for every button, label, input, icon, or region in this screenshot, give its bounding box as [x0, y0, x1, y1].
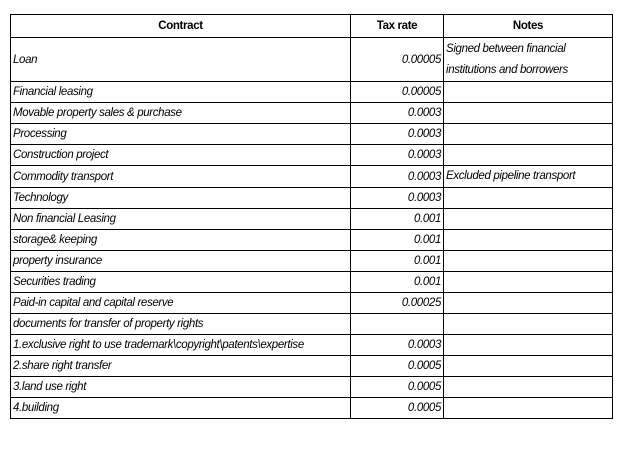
column-header: Notes — [443, 14, 613, 38]
contract-cell: Construction project — [10, 144, 351, 166]
contract-cell: Financial leasing — [10, 81, 351, 103]
tax-rate-cell: 0.0005 — [350, 355, 444, 377]
contract-cell: Securities trading — [10, 271, 351, 293]
contract-cell: Commodity transport — [10, 165, 351, 188]
table-row: Loan 0.00005 Signed between financial inst… — [10, 37, 613, 82]
column-header: Contract — [10, 14, 351, 38]
table-row: storage& keeping 0.001 — [10, 229, 613, 251]
column-header: Tax rate — [350, 14, 444, 38]
contract-cell: Movable property sales & purchase — [10, 102, 351, 124]
notes-cell — [443, 334, 613, 356]
contract-cell: Non financial Leasing — [10, 208, 351, 230]
notes-cell — [443, 250, 613, 272]
table-body: Loan 0.00005 Signed between financial inst… — [10, 37, 613, 419]
contract-cell: 2.share right transfer — [10, 355, 351, 377]
contract-cell: storage& keeping — [10, 229, 351, 251]
tax-rate-cell: 0.001 — [350, 229, 444, 251]
contract-cell: Loan — [10, 37, 351, 82]
notes-cell — [443, 355, 613, 377]
notes-cell — [443, 187, 613, 209]
table-row: Movable property sales & purchase 0.0003 — [10, 102, 613, 124]
table-row: property insurance 0.001 — [10, 250, 613, 272]
table-row: 3.land use right 0.0005 — [10, 376, 613, 398]
notes-cell — [443, 144, 613, 166]
table-row: Processing 0.0003 — [10, 123, 613, 145]
tax-rate-cell: 0.0005 — [350, 376, 444, 398]
notes-cell — [443, 292, 613, 314]
notes-cell — [443, 81, 613, 103]
notes-cell — [443, 313, 613, 335]
tax-table: Contract Tax rate Notes Loan 0.00005 Signe… — [10, 14, 613, 419]
notes-cell: Signed between financial institutions an… — [443, 37, 613, 82]
notes-cell — [443, 102, 613, 124]
tax-rate-cell: 0.00005 — [350, 81, 444, 103]
tax-rate-cell: 0.0003 — [350, 165, 444, 188]
tax-rate-cell — [350, 313, 444, 335]
tax-rate-cell: 0.001 — [350, 250, 444, 272]
notes-cell — [443, 376, 613, 398]
table-row: Financial leasing 0.00005 — [10, 81, 613, 103]
contract-cell: Processing — [10, 123, 351, 145]
table-row: documents for transfer of property right… — [10, 313, 613, 335]
notes-cell — [443, 123, 613, 145]
contract-cell: 1.exclusive right to use trademark\copyr… — [10, 334, 351, 356]
contract-cell: Technology — [10, 187, 351, 209]
table-row: Technology 0.0003 — [10, 187, 613, 209]
notes-cell — [443, 208, 613, 230]
tax-rate-cell: 0.001 — [350, 271, 444, 293]
table-header: Contract Tax rate Notes — [10, 14, 613, 38]
table-row: Construction project 0.0003 — [10, 144, 613, 166]
tax-rate-cell: 0.0005 — [350, 397, 444, 419]
notes-cell — [443, 229, 613, 251]
tax-rate-cell: 0.0003 — [350, 187, 444, 209]
tax-rate-cell: 0.0003 — [350, 144, 444, 166]
table-row: 1.exclusive right to use trademark\copyr… — [10, 334, 613, 356]
contract-cell: Paid-in capital and capital reserve — [10, 292, 351, 314]
tax-rate-cell: 0.0003 — [350, 123, 444, 145]
notes-cell — [443, 397, 613, 419]
tax-rate-cell: 0.00005 — [350, 37, 444, 82]
table-row: 4.building 0.0005 — [10, 397, 613, 419]
table-row: Securities trading 0.001 — [10, 271, 613, 293]
contract-cell: 4.building — [10, 397, 351, 419]
contract-cell: property insurance — [10, 250, 351, 272]
contract-cell: 3.land use right — [10, 376, 351, 398]
tax-rate-cell: 0.001 — [350, 208, 444, 230]
header-row: Contract Tax rate Notes — [10, 14, 613, 38]
notes-cell: Excluded pipeline transport — [443, 165, 613, 188]
tax-rate-cell: 0.0003 — [350, 334, 444, 356]
notes-cell — [443, 271, 613, 293]
contract-cell: documents for transfer of property right… — [10, 313, 351, 335]
tax-rate-cell: 0.0003 — [350, 102, 444, 124]
table-row: Paid-in capital and capital reserve 0.000… — [10, 292, 613, 314]
tax-rate-cell: 0.00025 — [350, 292, 444, 314]
table-row: Commodity transport 0.0003 Excluded pipeli… — [10, 165, 613, 188]
table-row: 2.share right transfer 0.0005 — [10, 355, 613, 377]
table-row: Non financial Leasing 0.001 — [10, 208, 613, 230]
